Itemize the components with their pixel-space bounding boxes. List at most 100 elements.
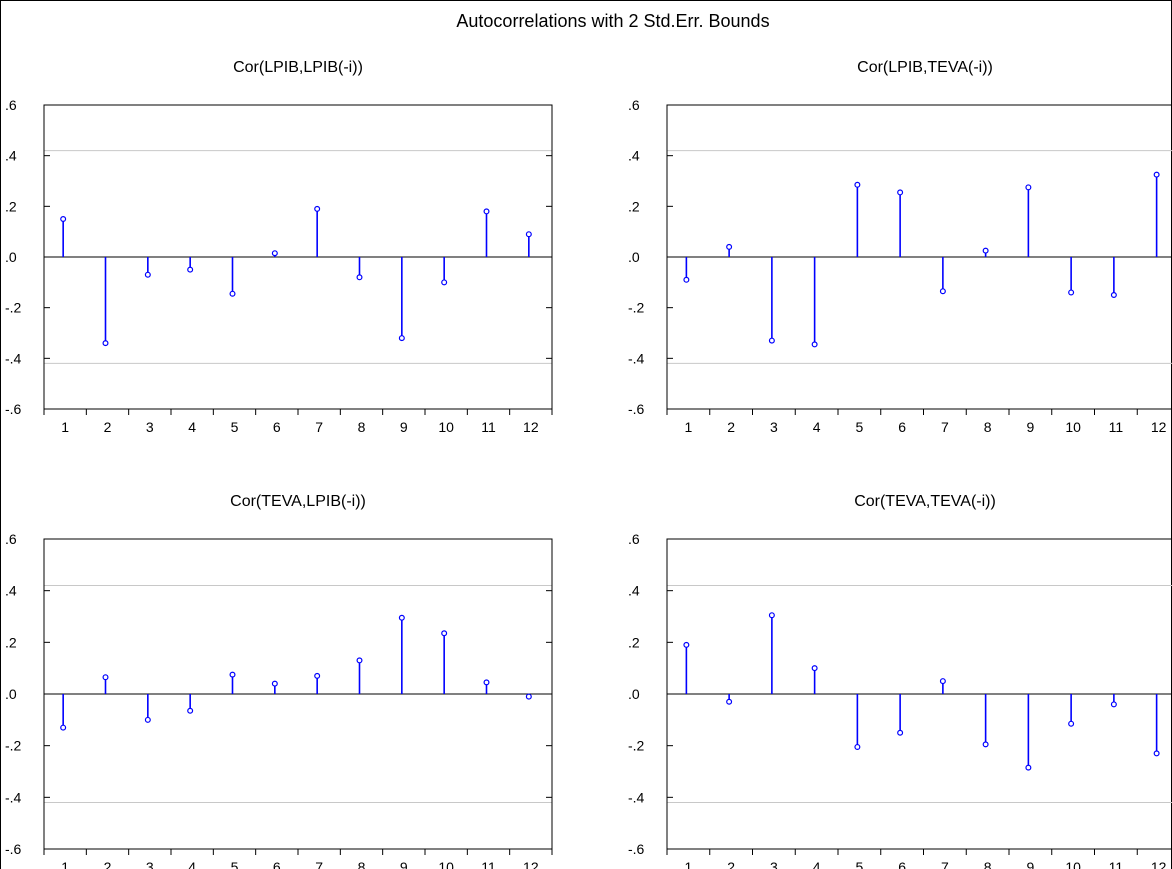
acf-marker — [314, 205, 321, 212]
acf-marker — [897, 189, 904, 196]
y-tick-label: .6 — [5, 97, 17, 113]
acf-marker — [939, 678, 946, 685]
acf-marker — [982, 247, 989, 254]
acf-marker — [229, 290, 236, 297]
x-tick-label: 5 — [231, 859, 239, 869]
acf-marker — [1068, 289, 1075, 296]
x-tick-label: 10 — [1065, 419, 1081, 435]
y-tick-label: -.6 — [628, 401, 645, 417]
y-tick-label: .4 — [5, 148, 17, 164]
x-tick-label: 2 — [727, 859, 735, 869]
x-tick-label: 9 — [1026, 419, 1034, 435]
figure-title: Autocorrelations with 2 Std.Err. Bounds — [456, 11, 769, 31]
acf-marker — [398, 335, 405, 342]
y-tick-label: .6 — [5, 531, 17, 547]
acf-marker — [314, 672, 321, 679]
acf-marker — [144, 716, 151, 723]
acf-marker — [60, 216, 67, 223]
x-tick-label: 12 — [523, 859, 539, 869]
acf-marker — [483, 679, 490, 686]
y-tick-label: -.4 — [628, 350, 645, 366]
acf-marker — [1110, 292, 1117, 299]
acf-marker — [102, 340, 109, 347]
x-tick-label: 12 — [1151, 419, 1167, 435]
y-tick-label: .0 — [628, 249, 640, 265]
x-tick-label: 2 — [727, 419, 735, 435]
acf-marker — [854, 181, 861, 188]
y-tick-label: -.2 — [628, 300, 645, 316]
x-tick-label: 3 — [770, 419, 778, 435]
acf-marker — [768, 337, 775, 344]
acf-marker — [811, 341, 818, 348]
y-tick-label: .4 — [628, 583, 640, 599]
acf-marker — [683, 276, 690, 283]
y-tick-label: -.6 — [5, 841, 22, 857]
y-tick-label: -.6 — [628, 841, 645, 857]
y-tick-label: .0 — [5, 686, 17, 702]
x-tick-label: 3 — [146, 419, 154, 435]
x-tick-label: 10 — [1065, 859, 1081, 869]
acf-marker — [525, 231, 532, 238]
acf-marker — [102, 674, 109, 681]
panel-title: Cor(TEVA,LPIB(-i)) — [230, 493, 366, 510]
x-tick-label: 7 — [941, 859, 949, 869]
y-tick-label: .4 — [628, 148, 640, 164]
panel-lpib-teva: Cor(LPIB,TEVA(-i)) .6.4.2.0-.2-.4-.61 2 3 4… — [628, 59, 1172, 435]
x-tick-label: 5 — [855, 419, 863, 435]
acf-marker — [483, 208, 490, 215]
y-tick-label: -.2 — [628, 738, 645, 754]
acf-marker — [939, 288, 946, 295]
panel-title: Cor(LPIB,LPIB(-i)) — [233, 59, 363, 76]
x-tick-label: 7 — [941, 419, 949, 435]
panel-teva-teva: Cor(TEVA,TEVA(-i)) .6.4.2.0-.2-.4-.61 2 3 4… — [628, 493, 1172, 869]
x-tick-label: 7 — [315, 419, 323, 435]
acf-marker — [271, 680, 278, 687]
x-tick-label: 1 — [61, 419, 69, 435]
x-tick-label: 1 — [61, 859, 69, 869]
acf-marker — [1068, 720, 1075, 727]
y-tick-label: .6 — [628, 531, 640, 547]
x-tick-label: 6 — [273, 859, 281, 869]
acf-marker — [982, 741, 989, 748]
acf-marker — [187, 266, 194, 273]
x-tick-label: 4 — [188, 419, 196, 435]
acf-marker — [525, 693, 532, 700]
x-tick-label: 9 — [1026, 859, 1034, 869]
y-tick-label: .0 — [628, 686, 640, 702]
y-tick-label: -.4 — [628, 789, 645, 805]
acf-marker — [144, 271, 151, 278]
acf-marker — [726, 698, 733, 705]
panel-lpib-lpib: Cor(LPIB,LPIB(-i)) .6.4.2.0-.2-.4-.61 2 3 4… — [5, 59, 553, 435]
y-tick-label: .2 — [628, 198, 640, 214]
acf-marker — [60, 724, 67, 731]
y-tick-label: -.4 — [5, 350, 22, 366]
x-tick-label: 11 — [481, 419, 496, 435]
x-tick-label: 11 — [1109, 859, 1124, 869]
x-tick-label: 9 — [400, 419, 408, 435]
x-tick-label: 4 — [813, 859, 821, 869]
x-tick-label: 4 — [813, 419, 821, 435]
y-tick-label: .2 — [5, 634, 17, 650]
x-tick-label: 8 — [984, 419, 992, 435]
acf-marker — [398, 614, 405, 621]
panel-teva-lpib: Cor(TEVA,LPIB(-i)) .6.4.2.0-.2-.4-.61 2 3 4… — [5, 493, 553, 869]
x-tick-label: 6 — [898, 859, 906, 869]
y-tick-label: .2 — [628, 634, 640, 650]
acf-marker — [768, 612, 775, 619]
x-tick-label: 3 — [146, 859, 154, 869]
x-tick-label: 10 — [438, 419, 454, 435]
acf-marker — [726, 243, 733, 250]
acf-marker — [897, 729, 904, 736]
x-tick-label: 8 — [358, 859, 366, 869]
x-tick-label: 2 — [104, 419, 112, 435]
acf-marker — [1153, 171, 1160, 178]
x-tick-label: 8 — [984, 859, 992, 869]
x-tick-label: 11 — [481, 859, 496, 869]
x-tick-label: 8 — [358, 419, 366, 435]
y-tick-label: .6 — [628, 97, 640, 113]
acf-marker — [1025, 184, 1032, 191]
y-tick-label: -.2 — [5, 300, 22, 316]
x-tick-label: 1 — [684, 859, 692, 869]
